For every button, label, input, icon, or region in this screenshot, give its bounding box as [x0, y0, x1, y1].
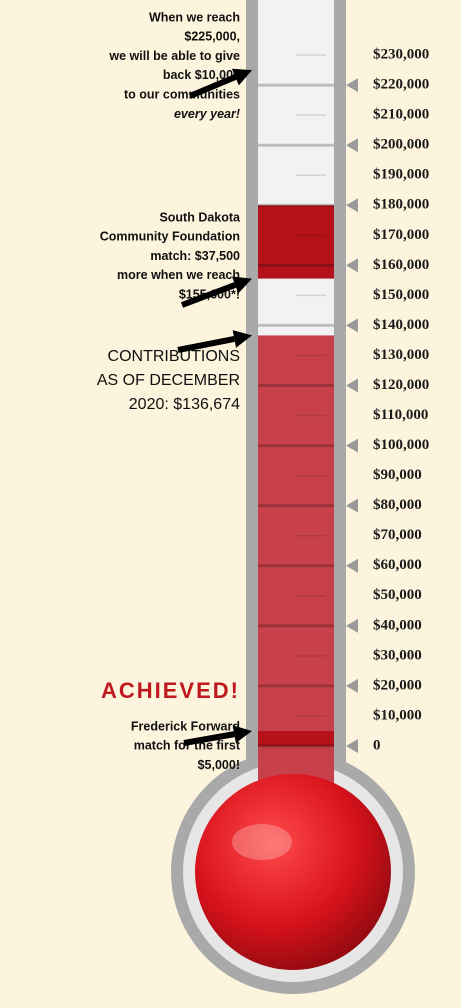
- annotation-line: AS OF DECEMBER: [97, 372, 240, 389]
- annotation-line: CONTRIBUTIONS: [108, 348, 240, 365]
- y-tick-label: $120,000: [373, 377, 429, 393]
- y-tick-label: $30,000: [373, 647, 422, 663]
- y-tick-label: $140,000: [373, 317, 429, 333]
- y-tick-label: $60,000: [373, 557, 422, 573]
- y-tick-label: $230,000: [373, 47, 429, 63]
- annotation-line: we will be able to give: [108, 49, 240, 63]
- y-tick-label: $80,000: [373, 497, 422, 513]
- y-tick-label: $190,000: [373, 167, 429, 183]
- y-tick-label: $90,000: [373, 467, 422, 483]
- tick-marker: [346, 198, 358, 212]
- y-tick-label: $180,000: [373, 197, 429, 213]
- y-tick-label: $10,000: [373, 707, 422, 723]
- annotation-line: more when we reach: [117, 268, 240, 282]
- annotation-line: South Dakota: [159, 210, 241, 224]
- tick-marker: [346, 499, 358, 513]
- annotation-line: 2020: $136,674: [129, 396, 240, 413]
- bulb: [195, 774, 391, 970]
- annotation-line: Community Foundation: [100, 230, 240, 244]
- annotation-line: match: $37,500: [150, 249, 240, 263]
- mercury-fill: [258, 335, 334, 800]
- annotation-line: Frederick Forward: [131, 719, 240, 733]
- y-tick-label: $220,000: [373, 77, 429, 93]
- y-tick-label: $100,000: [373, 437, 429, 453]
- y-tick-label: $110,000: [373, 407, 428, 423]
- y-tick-label: $20,000: [373, 677, 422, 693]
- annotation-line: to our communities: [124, 87, 240, 101]
- tick-marker: [346, 379, 358, 393]
- y-tick-label: $70,000: [373, 527, 422, 543]
- y-tick-label: 0: [373, 737, 381, 753]
- annotation-line: every year!: [174, 107, 240, 121]
- bulb-highlight: [232, 824, 292, 860]
- tick-marker: [346, 258, 358, 272]
- y-tick-label: $160,000: [373, 257, 429, 273]
- tick-marker: [346, 78, 358, 92]
- band: [258, 205, 334, 278]
- tick-marker: [346, 739, 358, 753]
- annotation-line: When we reach: [149, 10, 240, 24]
- annotation-heading: ACHIEVED!: [101, 678, 240, 703]
- annotation-line: $5,000!: [198, 758, 240, 772]
- tick-marker: [346, 138, 358, 152]
- y-tick-label: $150,000: [373, 287, 429, 303]
- tick-marker: [346, 559, 358, 573]
- tick-marker: [346, 619, 358, 633]
- tick-marker: [346, 439, 358, 453]
- y-tick-label: $170,000: [373, 227, 429, 243]
- band: [258, 731, 334, 746]
- y-tick-label: $200,000: [373, 137, 429, 153]
- annotation-line: $225,000,: [184, 30, 240, 44]
- y-tick-label: $130,000: [373, 347, 429, 363]
- tick-marker: [346, 679, 358, 693]
- y-tick-label: $210,000: [373, 107, 429, 123]
- tick-marker: [346, 318, 358, 332]
- thermometer-infographic: 0 $10,000 $20,000 $30,000 $40,000 $50,000 $60,…: [0, 0, 461, 1008]
- y-tick-label: $40,000: [373, 617, 422, 633]
- y-tick-label: $50,000: [373, 587, 422, 603]
